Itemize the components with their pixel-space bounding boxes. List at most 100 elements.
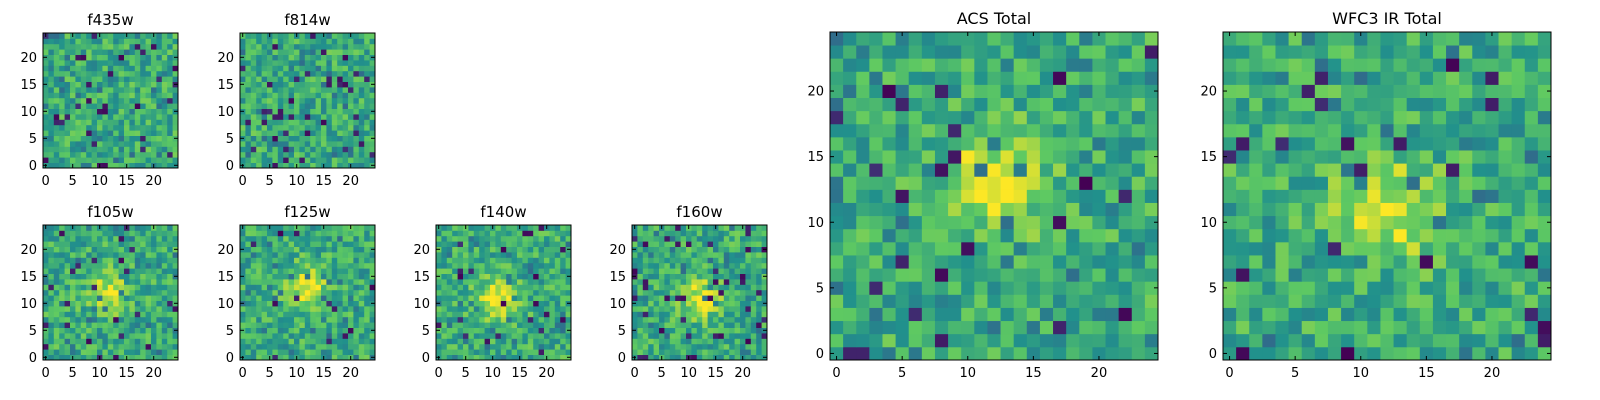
heatmap-cell (761, 311, 768, 318)
heatmap-cell (364, 327, 370, 334)
heatmap-cell (337, 87, 343, 93)
heatmap-cell (48, 38, 55, 45)
heatmap-cell (272, 338, 279, 345)
heatmap-cell (686, 279, 692, 285)
heatmap-cell (549, 338, 556, 345)
heatmap-cell (304, 141, 311, 147)
heatmap-cell (167, 246, 173, 253)
heatmap-cell (675, 246, 681, 253)
heatmap-cell (869, 281, 883, 295)
heatmap-cell (124, 76, 130, 82)
heatmap-cell (53, 38, 60, 45)
heatmap-cell (140, 316, 146, 323)
heatmap-cell (299, 279, 306, 285)
heatmap-cell (364, 81, 370, 88)
heatmap-cell (283, 97, 289, 104)
heatmap-cell (659, 343, 665, 350)
heatmap-cell (250, 87, 257, 93)
heatmap-cell (310, 162, 316, 169)
y-tick-label: 10 (807, 216, 824, 231)
heatmap-cell (59, 162, 65, 169)
heatmap-cell (473, 246, 480, 253)
heatmap-cell (1472, 176, 1486, 190)
heatmap-cell (80, 268, 87, 274)
heatmap-cell (91, 141, 98, 147)
heatmap-cell (538, 235, 545, 242)
heatmap-cell (756, 343, 762, 350)
heatmap-cell (441, 268, 448, 274)
heatmap-cell (750, 306, 757, 312)
heatmap-cell (107, 306, 114, 312)
heatmap-cell (80, 146, 87, 153)
heatmap-cell (91, 235, 98, 242)
heatmap-cell (369, 70, 376, 77)
heatmap-cell (48, 81, 55, 88)
heatmap-cell (86, 257, 92, 264)
heatmap-cell (331, 146, 338, 153)
heatmap-cell (272, 225, 279, 231)
heatmap-cell (974, 281, 988, 295)
heatmap-cell (102, 284, 109, 291)
heatmap-cell (353, 43, 360, 50)
heatmap-cell (702, 252, 708, 258)
heatmap-cell (554, 241, 561, 247)
heatmap-cell (140, 81, 146, 88)
heatmap-cell (299, 311, 306, 318)
heatmap-cell (1472, 189, 1486, 203)
heatmap-cell (1341, 189, 1355, 203)
heatmap-cell (250, 114, 257, 120)
heatmap-cell (272, 97, 279, 104)
heatmap-cell (261, 108, 268, 115)
heatmap-cell (882, 255, 896, 269)
heatmap-cell (1367, 202, 1381, 217)
heatmap-cell (240, 289, 246, 296)
heatmap-cell (256, 70, 262, 77)
heatmap-cell (272, 49, 279, 55)
heatmap-cell (1511, 163, 1526, 177)
heatmap-cell (64, 295, 71, 301)
heatmap-cell (1013, 320, 1028, 335)
heatmap-cell (250, 257, 257, 264)
heatmap-cell (97, 316, 103, 323)
heatmap-cell (702, 327, 708, 334)
heatmap-cell (53, 241, 60, 247)
heatmap-cell (1118, 84, 1133, 98)
heatmap-cell (53, 354, 60, 361)
heatmap-cell (723, 273, 730, 280)
heatmap-cell (637, 306, 644, 312)
heatmap-cell (151, 306, 157, 312)
heatmap-cell (167, 108, 173, 115)
heatmap-cell (436, 338, 442, 345)
heatmap-cell (348, 60, 354, 66)
heatmap-cell (484, 230, 491, 237)
heatmap-cell (326, 157, 333, 163)
heatmap-cell (987, 320, 1001, 335)
heatmap-cell (86, 343, 92, 350)
heatmap-cell (549, 273, 556, 280)
heatmap-cell (479, 300, 485, 307)
heatmap-cell (86, 49, 92, 55)
heatmap-cell (934, 294, 949, 308)
heatmap-cell (696, 333, 703, 339)
heatmap-cell (267, 295, 273, 301)
heatmap-cell (97, 114, 103, 120)
heatmap-cell (664, 316, 671, 323)
heatmap-cell (745, 268, 752, 274)
heatmap-cell (446, 262, 453, 269)
heatmap-cell (161, 49, 168, 55)
heatmap-cell (696, 273, 703, 280)
heatmap-cell (48, 306, 55, 312)
heatmap-cell (882, 71, 896, 85)
heatmap-cell (446, 300, 453, 307)
heatmap-cell (151, 76, 157, 82)
heatmap-cell (484, 273, 491, 280)
heatmap-cell (369, 49, 376, 55)
heatmap-cell (723, 289, 730, 296)
heatmap-cell (358, 108, 365, 115)
heatmap-cell (648, 322, 654, 328)
heatmap-cell (283, 241, 289, 247)
heatmap-cell (554, 311, 561, 318)
heatmap-cell (267, 273, 273, 280)
heatmap-cell (761, 295, 768, 301)
heatmap-cell (538, 273, 545, 280)
